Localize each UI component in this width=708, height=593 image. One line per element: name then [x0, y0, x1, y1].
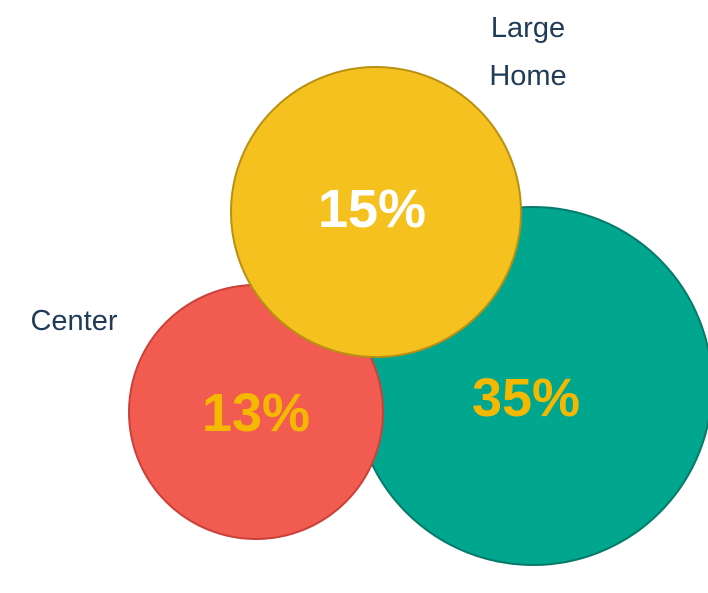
- bubble-large-home-label-line2: Home: [489, 60, 566, 92]
- bubble-large-home-circle: [230, 66, 522, 358]
- bubble-center-label: Center: [30, 305, 117, 337]
- bubble-third-value: 35%: [472, 368, 580, 428]
- bubble-center-value: 13%: [202, 383, 310, 443]
- bubble-large-home-label-line1: Large: [491, 12, 565, 44]
- bubble-large-home-value: 15%: [318, 179, 426, 239]
